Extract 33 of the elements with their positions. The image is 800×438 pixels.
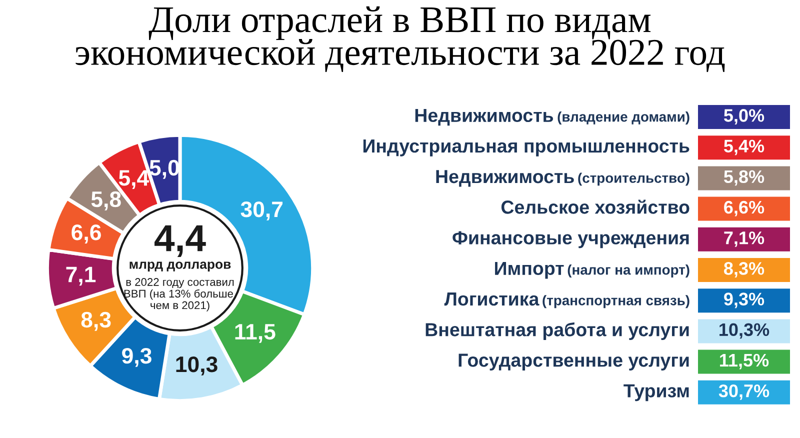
data-label: 9,3 [122,348,152,367]
data-label: 30,7 [240,201,282,220]
data-label: 8,3 [81,312,111,331]
legend-label: Недвижимость (строительство) [436,170,690,187]
data-label: 7,1 [66,266,96,286]
text: 5,0% [724,109,764,124]
text: 5,8% [724,170,764,186]
data-label: 11,5 [235,324,276,343]
data-label: 5,0 [150,160,179,179]
text: 7,1% [724,232,764,247]
legend-label: Финансовые учреждения [452,231,689,248]
data-label: 5,8 [91,191,121,210]
text: в 2022 году составил ВВП (на 13% больше, чем в 2021) [124,278,236,312]
legend-label: Импорт (налог на импорт) [495,262,690,279]
text: 10,3% [720,323,770,339]
legend-label: Недвижимость (владение домами) [415,108,690,126]
data-label: 6,6 [72,224,101,244]
text: 6,6% [724,200,764,216]
text: 11,5% [720,354,769,370]
chart-title: Доли отраслей в ВВП по видам экономической деятельности за 2022 год [76,6,725,72]
legend-label: Сельское хозяйство [501,200,690,214]
legend-label: Государственные услуги [458,354,689,371]
text: 9,3% [724,292,764,308]
data-label: 10,3 [176,356,218,376]
text: 4,4 [154,225,206,257]
text: 5,4% [724,140,764,156]
legend-label: Индустриальная промышленность [363,140,690,156]
legend-label: Внештатная работа и услуги [426,322,689,340]
text: 30,7% [718,384,770,400]
text: 8,3% [724,262,764,278]
data-label: 5,4 [118,170,149,190]
text: млрд долларов [130,262,231,272]
legend-label: Туризм [624,384,689,402]
